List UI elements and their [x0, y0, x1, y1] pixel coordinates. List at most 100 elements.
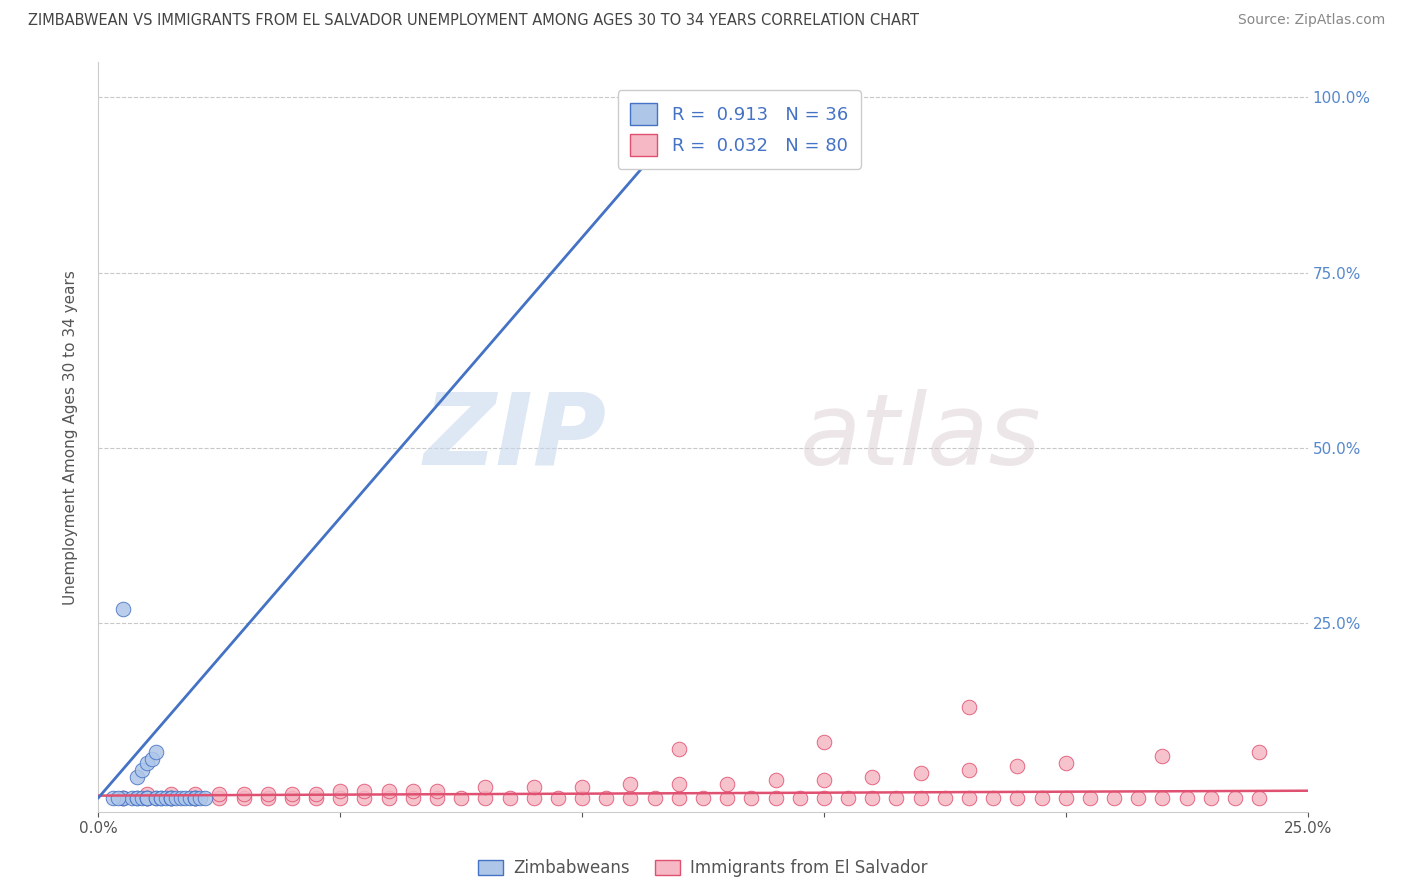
Point	[498, 790, 520, 805]
Point	[619, 790, 641, 805]
Text: ZIP: ZIP	[423, 389, 606, 485]
Point	[131, 763, 153, 777]
Point	[813, 790, 835, 805]
Point	[141, 752, 163, 766]
Point	[813, 734, 835, 748]
Point	[165, 790, 187, 805]
Point	[426, 783, 449, 797]
Point	[160, 790, 183, 805]
Point	[281, 787, 304, 801]
Point	[179, 790, 201, 805]
Point	[135, 790, 157, 805]
Point	[957, 790, 980, 805]
Point	[256, 787, 278, 801]
Point	[111, 790, 134, 805]
Point	[145, 745, 167, 759]
Point	[184, 790, 207, 805]
Point	[860, 790, 883, 805]
Point	[1054, 756, 1077, 770]
Point	[208, 790, 231, 805]
Point	[353, 790, 375, 805]
Point	[692, 790, 714, 805]
Point	[1128, 790, 1150, 805]
Point	[934, 790, 956, 805]
Point	[716, 777, 738, 791]
Legend: R =  0.913   N = 36, R =  0.032   N = 80: R = 0.913 N = 36, R = 0.032 N = 80	[617, 90, 860, 169]
Point	[256, 790, 278, 805]
Point	[668, 790, 690, 805]
Point	[644, 790, 666, 805]
Text: ZIMBABWEAN VS IMMIGRANTS FROM EL SALVADOR UNEMPLOYMENT AMONG AGES 30 TO 34 YEARS: ZIMBABWEAN VS IMMIGRANTS FROM EL SALVADO…	[28, 13, 920, 29]
Point	[668, 777, 690, 791]
Point	[1249, 745, 1271, 759]
Point	[402, 783, 425, 797]
Point	[1152, 790, 1174, 805]
Point	[184, 790, 207, 805]
Point	[150, 790, 173, 805]
Point	[135, 790, 157, 805]
Point	[619, 777, 641, 791]
Point	[107, 790, 129, 805]
Text: atlas: atlas	[800, 389, 1042, 485]
Point	[571, 790, 593, 805]
Point	[111, 601, 134, 615]
Point	[765, 790, 787, 805]
Point	[765, 773, 787, 788]
Point	[160, 790, 183, 805]
Point	[1007, 759, 1029, 773]
Point	[1078, 790, 1101, 805]
Point	[101, 790, 124, 805]
Point	[155, 790, 177, 805]
Point	[174, 790, 197, 805]
Point	[886, 790, 908, 805]
Point	[910, 766, 932, 780]
Point	[111, 790, 134, 805]
Point	[402, 790, 425, 805]
Point	[668, 741, 690, 756]
Point	[111, 790, 134, 805]
Point	[981, 790, 1004, 805]
Point	[860, 770, 883, 784]
Point	[1199, 790, 1222, 805]
Point	[184, 790, 207, 805]
Y-axis label: Unemployment Among Ages 30 to 34 years: Unemployment Among Ages 30 to 34 years	[63, 269, 77, 605]
Point	[426, 790, 449, 805]
Point	[740, 790, 762, 805]
Point	[188, 790, 211, 805]
Point	[910, 790, 932, 805]
Point	[145, 790, 167, 805]
Point	[1031, 790, 1053, 805]
Point	[329, 790, 352, 805]
Point	[150, 790, 173, 805]
Point	[957, 763, 980, 777]
Point	[160, 790, 183, 805]
Point	[813, 773, 835, 788]
Point	[377, 790, 399, 805]
Point	[1152, 748, 1174, 763]
Point	[121, 790, 143, 805]
Point	[716, 790, 738, 805]
Point	[523, 780, 546, 795]
Point	[135, 756, 157, 770]
Legend: Zimbabweans, Immigrants from El Salvador: Zimbabweans, Immigrants from El Salvador	[472, 853, 934, 884]
Point	[789, 790, 811, 805]
Point	[169, 790, 191, 805]
Point	[1175, 790, 1198, 805]
Point	[160, 790, 183, 805]
Point	[523, 790, 546, 805]
Point	[1054, 790, 1077, 805]
Point	[547, 790, 569, 805]
Text: Source: ZipAtlas.com: Source: ZipAtlas.com	[1237, 13, 1385, 28]
Point	[474, 790, 496, 805]
Point	[595, 790, 617, 805]
Point	[957, 699, 980, 714]
Point	[184, 790, 207, 805]
Point	[135, 790, 157, 805]
Point	[194, 790, 217, 805]
Point	[450, 790, 472, 805]
Point	[160, 787, 183, 801]
Point	[131, 790, 153, 805]
Point	[135, 790, 157, 805]
Point	[135, 787, 157, 801]
Point	[145, 790, 167, 805]
